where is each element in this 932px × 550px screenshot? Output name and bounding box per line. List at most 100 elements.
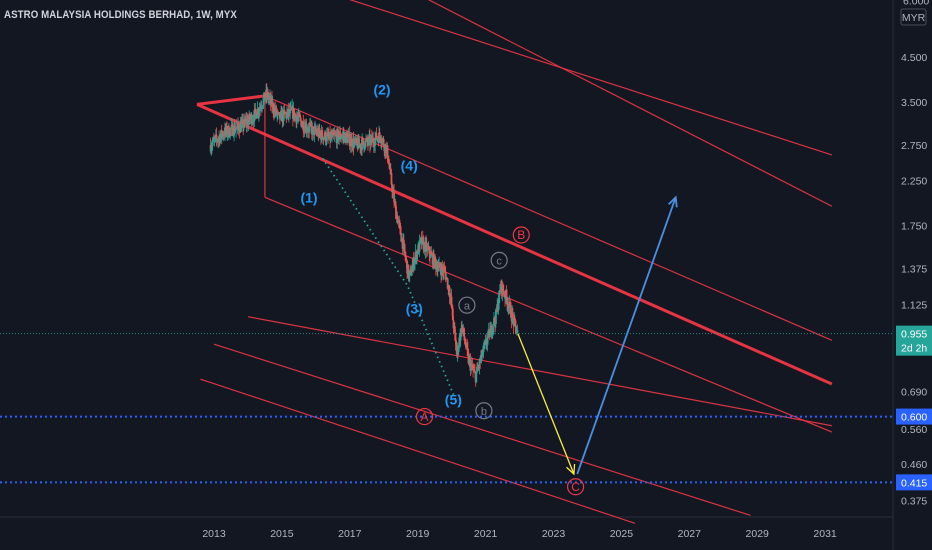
candle xyxy=(313,122,316,143)
candle xyxy=(271,90,273,113)
candle xyxy=(237,125,240,136)
candle xyxy=(260,100,263,113)
currency-badge[interactable]: MYR xyxy=(900,8,927,26)
svg-text:MYR: MYR xyxy=(902,12,926,24)
candle xyxy=(242,113,245,136)
wave-path-dotted[interactable] xyxy=(321,157,458,403)
candle xyxy=(215,127,218,146)
candle xyxy=(487,329,489,345)
candle xyxy=(341,131,344,141)
channel-line-4[interactable] xyxy=(264,95,833,341)
channel-line-9[interactable] xyxy=(200,378,636,524)
time-tick: 2021 xyxy=(474,528,498,540)
wave-label-1[interactable]: (1) xyxy=(300,189,317,205)
channel-line-5[interactable] xyxy=(333,0,833,156)
wave-label-B[interactable]: B xyxy=(512,226,530,244)
channel-line-3[interactable] xyxy=(264,196,833,433)
candle xyxy=(231,122,234,137)
candle xyxy=(337,129,340,144)
level-badge-0.415[interactable]: 0.415 xyxy=(896,474,932,491)
channel-line-8[interactable] xyxy=(213,343,751,516)
candle xyxy=(250,112,253,129)
candle xyxy=(442,262,445,280)
wave-path-forecast_up[interactable] xyxy=(576,197,677,475)
candle xyxy=(515,325,518,334)
price-axis[interactable]: 6.000 4.500 3.500 2.750 2.250 1.750 1.375 1.125… xyxy=(0,0,932,507)
candle xyxy=(437,258,440,271)
candle xyxy=(392,185,395,192)
wave-label-A[interactable]: A xyxy=(415,407,434,426)
candle xyxy=(282,105,285,126)
candle xyxy=(294,112,297,117)
candle xyxy=(315,125,318,137)
candle xyxy=(485,333,488,350)
wave-label-C[interactable]: C xyxy=(566,478,585,496)
candle xyxy=(390,169,393,187)
last-price-badge[interactable]: 0.955 2d 2h xyxy=(896,325,932,356)
candle xyxy=(261,104,264,110)
channel-line-0[interactable] xyxy=(196,103,833,386)
price-tick: 1.750 xyxy=(901,221,927,233)
wave-paths[interactable] xyxy=(321,157,678,476)
candle xyxy=(472,365,474,378)
horizontal-levels[interactable] xyxy=(0,415,893,484)
candle xyxy=(428,245,431,262)
bar-countdown: 2d 2h xyxy=(901,343,927,355)
candle xyxy=(353,136,356,149)
candle xyxy=(229,127,232,140)
candle xyxy=(498,290,501,310)
candle xyxy=(461,320,463,337)
level-badge-0.600[interactable]: 0.600 xyxy=(896,408,932,425)
wave-label-a[interactable]: a xyxy=(458,296,476,314)
candle xyxy=(468,353,471,367)
wave-label-b[interactable]: b xyxy=(475,402,493,420)
candle xyxy=(430,245,433,254)
trend-channels[interactable] xyxy=(196,0,833,524)
candle xyxy=(455,337,457,351)
wave-label-c[interactable]: c xyxy=(490,251,508,269)
candle xyxy=(506,289,508,311)
candle xyxy=(407,264,410,282)
candle xyxy=(332,127,335,140)
candle xyxy=(382,135,385,148)
candle xyxy=(424,236,427,259)
price-tick: 0.460 xyxy=(901,459,927,471)
candle xyxy=(276,109,279,120)
candle xyxy=(339,127,342,142)
price-tick: 3.500 xyxy=(901,97,927,109)
candle xyxy=(404,251,407,263)
candle xyxy=(305,118,308,138)
candle xyxy=(268,92,271,105)
price-tick: 1.375 xyxy=(901,264,927,276)
wave-label-5[interactable]: (5) xyxy=(445,392,462,408)
wave-label-2[interactable]: (2) xyxy=(373,82,390,98)
channel-line-7[interactable] xyxy=(247,316,833,427)
time-axis[interactable]: 2013 2015 2017 2019 2021 2023 2025 2027 2029 2031 xyxy=(202,528,837,540)
candle xyxy=(450,288,453,309)
candle xyxy=(386,142,389,162)
candle xyxy=(212,132,215,140)
candle xyxy=(365,133,367,147)
candle xyxy=(495,308,497,328)
candle xyxy=(331,128,333,143)
candle xyxy=(387,155,390,166)
candle xyxy=(229,127,232,137)
wave-label-3[interactable]: (3) xyxy=(406,300,423,316)
wave-labels[interactable]: (1) (2) (3) (4) (5) a b c A B C xyxy=(300,82,585,496)
candle xyxy=(398,215,401,229)
channel-line-6[interactable] xyxy=(418,0,833,207)
candle xyxy=(295,111,298,129)
candle xyxy=(483,340,486,350)
candle xyxy=(234,123,237,134)
wave-path-forecast_down[interactable] xyxy=(517,333,575,475)
channel-line-1[interactable] xyxy=(196,94,266,106)
wave-label-4[interactable]: (4) xyxy=(401,158,418,174)
candle xyxy=(375,127,378,141)
candle xyxy=(264,96,267,102)
candle xyxy=(402,232,405,256)
candle xyxy=(289,102,292,120)
candle xyxy=(325,127,328,145)
candle xyxy=(272,101,275,118)
